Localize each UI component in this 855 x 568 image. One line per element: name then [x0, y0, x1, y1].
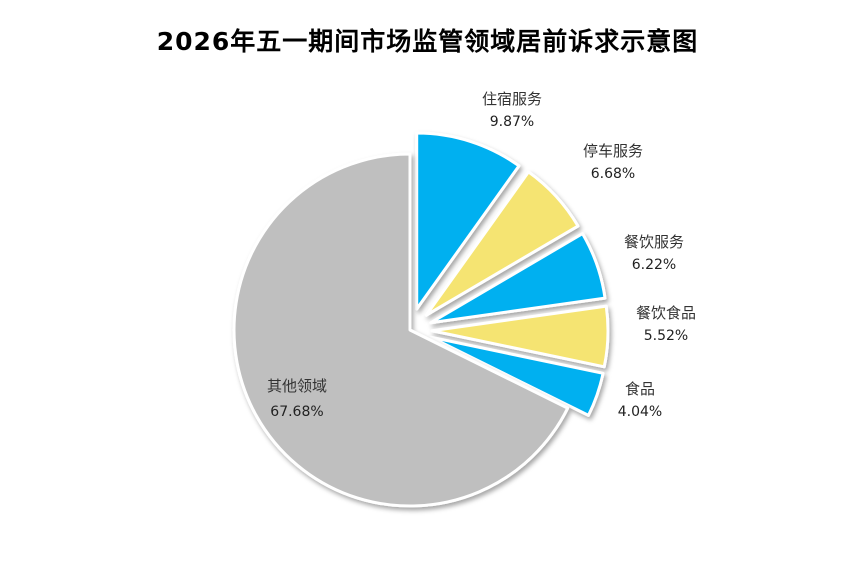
chart-title: 2026年五一期间市场监管领域居前诉求示意图 — [156, 27, 699, 56]
slice-value-2: 6.68% — [591, 166, 635, 182]
pie-slice-2 — [424, 170, 580, 317]
slice-label-5: 食品 — [625, 380, 655, 398]
slice-value-6: 67.68% — [270, 404, 323, 420]
pie-slice-5 — [429, 335, 605, 417]
slice-label-6: 其他领域 — [267, 377, 327, 395]
slice-value-1: 9.87% — [490, 114, 534, 130]
slice-label-1: 住宿服务 — [482, 90, 542, 108]
pie-slice-1 — [415, 131, 521, 311]
pie-slice-6 — [232, 152, 570, 508]
slice-label-4: 餐饮食品 — [636, 304, 696, 322]
pie-slice-4 — [430, 304, 610, 369]
pie-slice-3 — [429, 232, 607, 325]
slice-value-4: 5.52% — [644, 328, 688, 344]
slice-label-2: 停车服务 — [583, 142, 643, 160]
slice-value-3: 6.22% — [632, 257, 676, 273]
slice-label-3: 餐饮服务 — [624, 233, 684, 251]
slice-value-5: 4.04% — [618, 404, 662, 420]
